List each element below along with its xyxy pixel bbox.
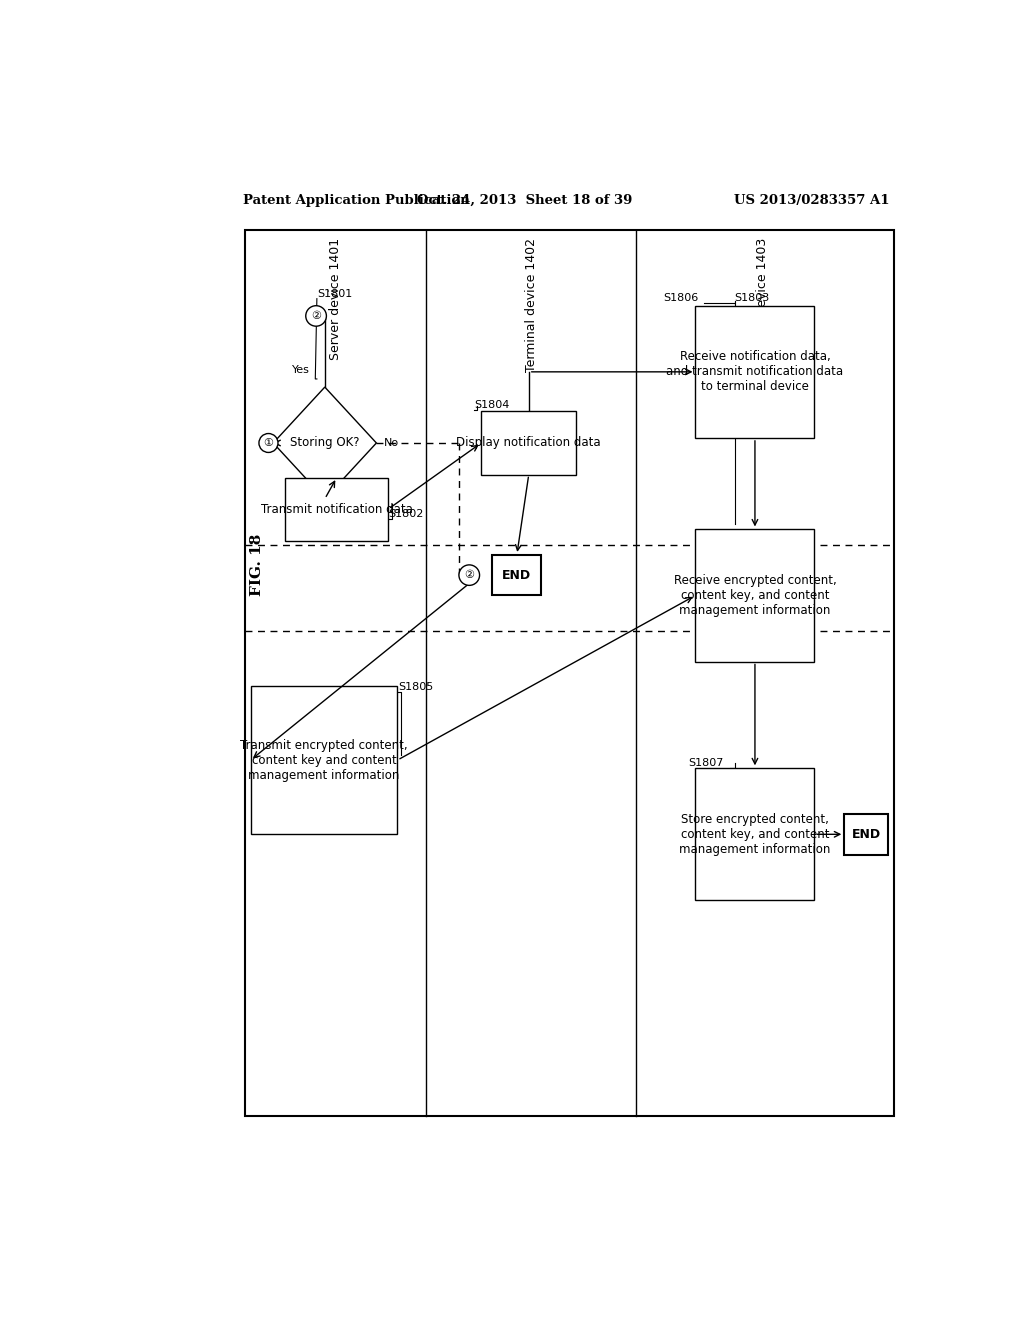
Text: S1804: S1804: [474, 400, 509, 411]
Text: Storing OK?: Storing OK?: [290, 437, 359, 450]
Bar: [493, 554, 542, 595]
Bar: [844, 814, 888, 854]
Bar: [246, 230, 894, 1115]
Text: S1803: S1803: [734, 293, 770, 302]
Text: Oct. 24, 2013  Sheet 18 of 39: Oct. 24, 2013 Sheet 18 of 39: [417, 194, 633, 207]
Text: ②: ②: [464, 570, 474, 579]
Text: US 2013/0283357 A1: US 2013/0283357 A1: [734, 194, 890, 207]
Text: Display notification data: Display notification data: [457, 437, 601, 450]
Text: Yes: Yes: [292, 364, 310, 375]
Text: END: END: [503, 569, 531, 582]
Text: ②: ②: [311, 312, 322, 321]
Text: Store encrypted content,
content key, and content
management information: Store encrypted content, content key, an…: [679, 813, 830, 855]
Ellipse shape: [306, 306, 327, 326]
Text: Patent Application Publication: Patent Application Publication: [243, 194, 470, 207]
Text: Recording medium device 1403: Recording medium device 1403: [757, 238, 769, 437]
Ellipse shape: [259, 433, 278, 453]
Text: No: No: [384, 438, 398, 447]
Text: FIG. 18: FIG. 18: [250, 533, 264, 597]
Bar: [695, 306, 814, 438]
Ellipse shape: [459, 565, 479, 585]
Text: S1802: S1802: [388, 510, 424, 519]
Polygon shape: [273, 387, 377, 499]
Text: S1805: S1805: [397, 682, 433, 692]
Text: Receive encrypted content,
content key, and content
management information: Receive encrypted content, content key, …: [674, 574, 837, 616]
Bar: [285, 478, 388, 541]
Text: ①: ①: [263, 438, 273, 447]
Text: S1807: S1807: [688, 758, 724, 768]
Text: Transmit notification data: Transmit notification data: [261, 503, 413, 516]
Text: Terminal device 1402: Terminal device 1402: [524, 238, 538, 372]
Text: Server device 1401: Server device 1401: [330, 238, 342, 360]
Bar: [251, 686, 397, 834]
Text: Transmit encrypted content,
content key and content
management information: Transmit encrypted content, content key …: [241, 739, 408, 781]
Text: S1806: S1806: [663, 293, 698, 302]
Bar: [481, 412, 577, 474]
Text: S1801: S1801: [316, 289, 352, 298]
Bar: [695, 529, 814, 661]
Text: Receive notification data,
and transmit notification data
to terminal device: Receive notification data, and transmit …: [667, 350, 844, 393]
Text: END: END: [852, 828, 881, 841]
Bar: [695, 768, 814, 900]
